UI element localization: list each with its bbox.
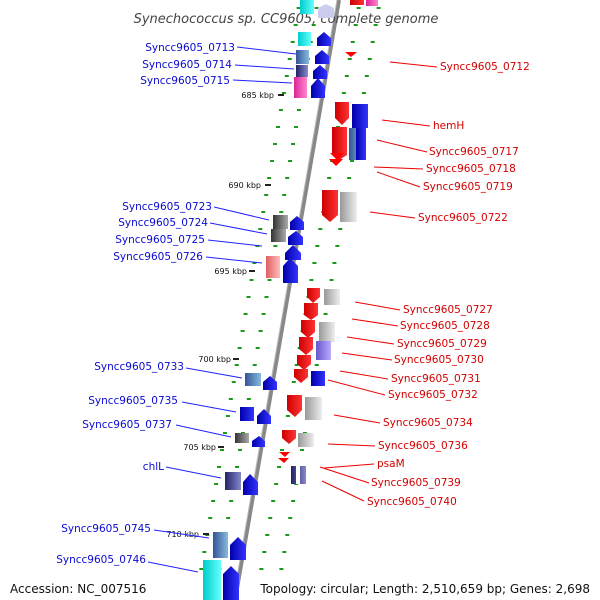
gene-label-syncc9605-0734[interactable]: Syncc9605_0734 — [383, 417, 473, 429]
scale-ticks — [203, 94, 284, 535]
gene-label-syncc9605-0714[interactable]: Syncc9605_0714 — [142, 59, 232, 71]
scale-label-695: 695 kbp — [214, 267, 247, 276]
left-gene-labels: Syncc9605_0713 Syncc9605_0714 Syncc9605_… — [56, 42, 235, 566]
scale-label-700: 700 kbp — [198, 355, 231, 364]
gene-label-syncc9605-0718[interactable]: Syncc9605_0718 — [426, 163, 516, 175]
chromosome-backbone — [233, 0, 341, 600]
gene-label-syncc9605-0725[interactable]: Syncc9605_0725 — [115, 234, 205, 246]
gene-label-syncc9605-0715[interactable]: Syncc9605_0715 — [140, 75, 230, 87]
gene-label-syncc9605-0733[interactable]: Syncc9605_0733 — [94, 361, 184, 373]
gene-label-syncc9605-0746[interactable]: Syncc9605_0746 — [56, 554, 146, 566]
gene-label-syncc9605-0729[interactable]: Syncc9605_0729 — [397, 338, 487, 350]
left-gene-features — [203, 0, 334, 600]
gene-label-psam[interactable]: psaM — [377, 458, 405, 470]
gene-label-syncc9605-0728[interactable]: Syncc9605_0728 — [400, 320, 490, 332]
gene-label-syncc9605-0727[interactable]: Syncc9605_0727 — [403, 304, 493, 316]
gene-label-syncc9605-0724[interactable]: Syncc9605_0724 — [118, 217, 208, 229]
scale-label-685: 685 kbp — [241, 91, 274, 100]
topology-text: Topology: circular; Length: 2,510,659 bp… — [260, 582, 590, 596]
page-title: Synechococcus sp. CC9605, complete genom… — [134, 12, 439, 27]
scale-label-705: 705 kbp — [183, 443, 216, 452]
gene-label-syncc9605-0735[interactable]: Syncc9605_0735 — [88, 395, 178, 407]
label-leader-lines — [147, 46, 438, 573]
scale-label-690: 690 kbp — [228, 181, 261, 190]
gene-label-syncc9605-0713[interactable]: Syncc9605_0713 — [145, 42, 235, 54]
right-gene-labels: Syncc9605_0712 hemH Syncc9605_0717 Syncc… — [367, 61, 530, 508]
gene-label-syncc9605-0737[interactable]: Syncc9605_0737 — [82, 419, 172, 431]
gene-label-syncc9605-0739[interactable]: Syncc9605_0739 — [371, 477, 461, 489]
gene-label-syncc9605-0740[interactable]: Syncc9605_0740 — [367, 496, 457, 508]
gene-label-syncc9605-0726[interactable]: Syncc9605_0726 — [113, 251, 203, 263]
gene-label-syncc9605-0722[interactable]: Syncc9605_0722 — [418, 212, 508, 224]
right-gene-features — [278, 0, 378, 484]
gene-label-syncc9605-0723[interactable]: Syncc9605_0723 — [122, 201, 212, 213]
accession-text: Accession: NC_007516 — [10, 582, 147, 596]
gene-label-hemh[interactable]: hemH — [433, 120, 464, 132]
gene-label-syncc9605-0712[interactable]: Syncc9605_0712 — [440, 61, 530, 73]
gene-label-syncc9605-0719[interactable]: Syncc9605_0719 — [423, 181, 513, 193]
gene-label-syncc9605-0730[interactable]: Syncc9605_0730 — [394, 354, 484, 366]
gene-label-syncc9605-0745[interactable]: Syncc9605_0745 — [61, 523, 151, 535]
gene-label-syncc9605-0736[interactable]: Syncc9605_0736 — [378, 440, 468, 452]
gene-label-syncc9605-0717[interactable]: Syncc9605_0717 — [429, 146, 519, 158]
gene-label-syncc9605-0731[interactable]: Syncc9605_0731 — [391, 373, 481, 385]
gene-label-syncc9605-0732[interactable]: Syncc9605_0732 — [388, 389, 478, 401]
gene-label-chll[interactable]: chlL — [143, 461, 164, 473]
